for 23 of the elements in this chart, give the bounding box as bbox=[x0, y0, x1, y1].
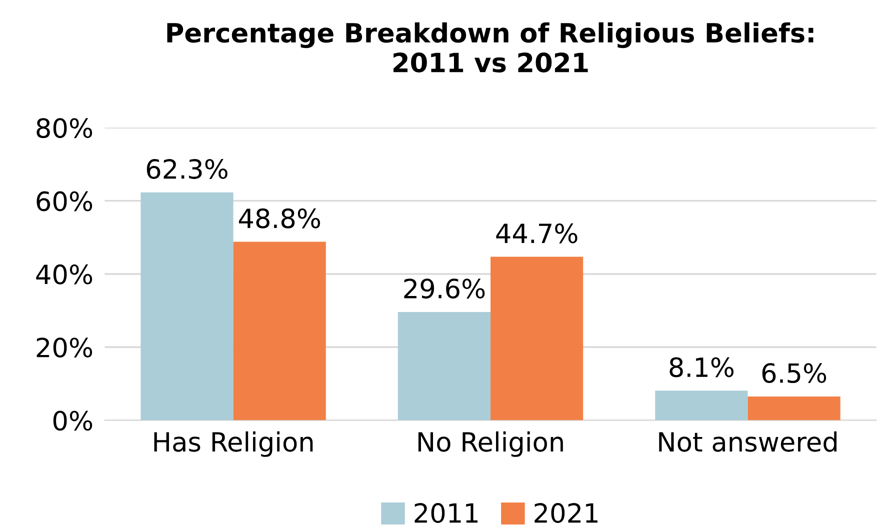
y-tick-label: 20% bbox=[36, 338, 92, 358]
x-tick-label: Not answered bbox=[659, 431, 837, 452]
chart-title: Percentage Breakdown of Religious Beliefs: 2011 vs 2021 bbox=[167, 22, 814, 72]
legend-label: 2021 bbox=[534, 503, 598, 523]
x-tick-label: No Religion bbox=[418, 431, 563, 457]
bar bbox=[748, 396, 840, 420]
y-tick-label: 60% bbox=[36, 191, 92, 212]
bar bbox=[490, 256, 584, 420]
bar bbox=[233, 242, 326, 420]
y-tick-label: 0% bbox=[53, 410, 92, 431]
x-tick-label: Has Religion bbox=[154, 431, 313, 457]
bar bbox=[398, 312, 491, 420]
data-label: 62.3% bbox=[146, 159, 228, 179]
legend-label: 2011 bbox=[414, 503, 478, 523]
data-label: 48.8% bbox=[238, 208, 320, 228]
y-tick-label: 40% bbox=[36, 264, 92, 284]
data-label: 29.6% bbox=[404, 278, 485, 299]
data-label: 8.1% bbox=[670, 357, 734, 378]
data-label: 6.5% bbox=[762, 363, 826, 384]
y-tick-label: 80% bbox=[36, 118, 92, 138]
bar bbox=[140, 192, 234, 420]
data-label: 44.7% bbox=[496, 223, 578, 244]
bar bbox=[655, 390, 748, 420]
